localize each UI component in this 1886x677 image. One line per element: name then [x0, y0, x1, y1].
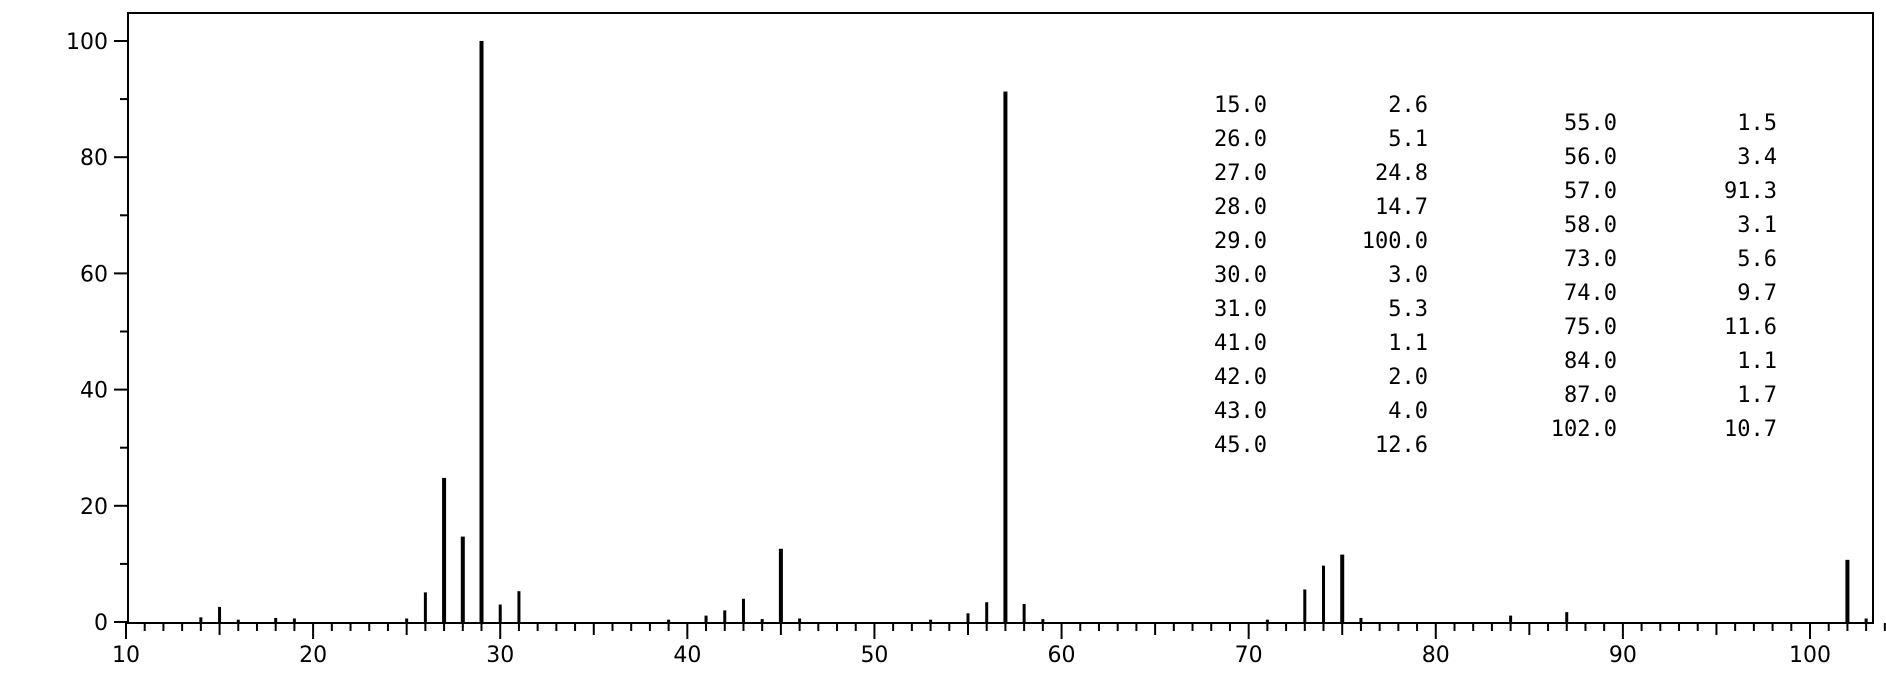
spectrum-bar-43 — [741, 598, 745, 622]
peak-intensity: 1.1 — [1388, 331, 1428, 356]
peak-intensity: 3.0 — [1388, 263, 1428, 288]
peak-mz: 75.0 — [1564, 315, 1617, 340]
spectrum-bar-25 — [405, 618, 409, 622]
spectrum-bar-29 — [479, 41, 484, 622]
x-tick-label: 10 — [112, 643, 140, 668]
peak-mz: 15.0 — [1214, 93, 1267, 118]
y-tick-label: 60 — [80, 262, 108, 287]
plot-frame — [127, 12, 1874, 624]
peak-mz: 56.0 — [1564, 145, 1617, 170]
peak-intensity: 3.4 — [1737, 145, 1777, 170]
peak-intensity: 3.1 — [1737, 213, 1777, 238]
spectrum-bar-26 — [423, 592, 427, 622]
peak-intensity: 1.7 — [1737, 383, 1777, 408]
spectrum-bar-84 — [1509, 615, 1513, 622]
x-tick-label: 90 — [1609, 643, 1637, 668]
peak-intensity: 9.7 — [1737, 281, 1777, 306]
spectrum-bar-102 — [1845, 559, 1850, 622]
peak-mz: 74.0 — [1564, 281, 1617, 306]
peak-mz: 87.0 — [1564, 383, 1617, 408]
peak-intensity: 1.1 — [1737, 349, 1777, 374]
spectrum-bar-46 — [798, 618, 802, 622]
x-tick-label: 80 — [1422, 643, 1450, 668]
spectrum-bar-55 — [966, 613, 970, 622]
x-tick-label: 20 — [299, 643, 327, 668]
spectrum-bar-30 — [498, 604, 502, 622]
spectrum-bar-56 — [985, 602, 989, 622]
peak-intensity: 24.8 — [1375, 161, 1428, 186]
y-tick-label: 40 — [80, 379, 108, 404]
y-axis: 0 20 40 60 80 100 — [66, 30, 128, 636]
spectrum-bar-15 — [218, 606, 222, 622]
peak-intensity: 2.6 — [1388, 93, 1428, 118]
x-tick-label: 40 — [673, 643, 701, 668]
peak-mz: 57.0 — [1564, 179, 1617, 204]
peak-mz: 30.0 — [1214, 263, 1267, 288]
peak-intensity: 11.6 — [1724, 315, 1777, 340]
x-tick-label: 70 — [1235, 643, 1263, 668]
y-tick-label: 20 — [80, 495, 108, 520]
spectrum-bar-45 — [778, 548, 783, 622]
spectrum-bar-71 — [1265, 619, 1269, 622]
spectrum-bar-44 — [760, 619, 764, 622]
peak-mz: 45.0 — [1214, 433, 1267, 458]
spectrum-bar-41 — [704, 615, 708, 622]
y-tick-label: 80 — [80, 146, 108, 171]
spectrum-bars — [199, 41, 1868, 622]
spectrum-bar-53 — [929, 619, 933, 622]
peak-intensity: 12.6 — [1375, 433, 1428, 458]
peak-mz: 43.0 — [1214, 399, 1267, 424]
spectrum-bar-76 — [1359, 617, 1363, 622]
peak-mz: 58.0 — [1564, 213, 1617, 238]
x-tick-label: 60 — [1048, 643, 1076, 668]
peak-mz: 73.0 — [1564, 247, 1617, 272]
peak-intensity: 91.3 — [1724, 179, 1777, 204]
peak-mz: 41.0 — [1214, 331, 1267, 356]
peak-mz: 55.0 — [1564, 111, 1617, 136]
spectrum-bar-28 — [460, 536, 465, 622]
x-tick-label: 30 — [486, 643, 514, 668]
spectrum-bar-19 — [292, 618, 296, 622]
peak-intensity: 5.1 — [1388, 127, 1428, 152]
spectrum-bar-27 — [442, 477, 447, 622]
spectrum-bar-73 — [1303, 589, 1307, 622]
peak-intensity: 5.3 — [1388, 297, 1428, 322]
spectrum-bar-57 — [1003, 91, 1008, 622]
spectrum-bar-59 — [1041, 619, 1045, 622]
peak-mz: 102.0 — [1551, 417, 1617, 442]
peak-intensity: 10.7 — [1724, 417, 1777, 442]
peak-mz: 31.0 — [1214, 297, 1267, 322]
peak-intensity: 14.7 — [1375, 195, 1428, 220]
peak-table: 15.0 2.6 26.0 5.1 27.0 24.8 28.0 14.7 29.0 100.0 3… — [1214, 93, 1777, 458]
peak-intensity: 2.0 — [1388, 365, 1428, 390]
x-axis: 10 20 30 40 50 60 70 80 90 100 — [112, 623, 1886, 668]
x-tick-label: 50 — [860, 643, 888, 668]
spectrum-bar-16 — [236, 619, 240, 622]
peak-mz: 29.0 — [1214, 229, 1267, 254]
y-tick-label: 100 — [66, 30, 108, 55]
peak-intensity: 1.5 — [1737, 111, 1777, 136]
spectrum-bar-103 — [1864, 618, 1868, 622]
spectrum-bar-18 — [274, 617, 278, 622]
peak-mz: 84.0 — [1564, 349, 1617, 374]
peak-mz: 27.0 — [1214, 161, 1267, 186]
peak-intensity: 4.0 — [1388, 399, 1428, 424]
spectrum-bar-58 — [1022, 603, 1026, 622]
spectrum-bar-75 — [1340, 554, 1345, 622]
peak-mz: 42.0 — [1214, 365, 1267, 390]
spectrum-bar-42 — [723, 610, 727, 622]
spectrum-bar-87 — [1565, 612, 1569, 622]
spectrum-bar-39 — [667, 619, 671, 622]
peak-intensity: 5.6 — [1737, 247, 1777, 272]
peak-mz: 26.0 — [1214, 127, 1267, 152]
x-tick-label: 100 — [1789, 643, 1831, 668]
peak-intensity: 100.0 — [1362, 229, 1428, 254]
spectrum-bar-31 — [517, 591, 521, 622]
spectrum-bar-14 — [199, 617, 203, 622]
spectrum-bar-74 — [1322, 565, 1326, 622]
peak-mz: 28.0 — [1214, 195, 1267, 220]
y-tick-label: 0 — [94, 611, 108, 636]
